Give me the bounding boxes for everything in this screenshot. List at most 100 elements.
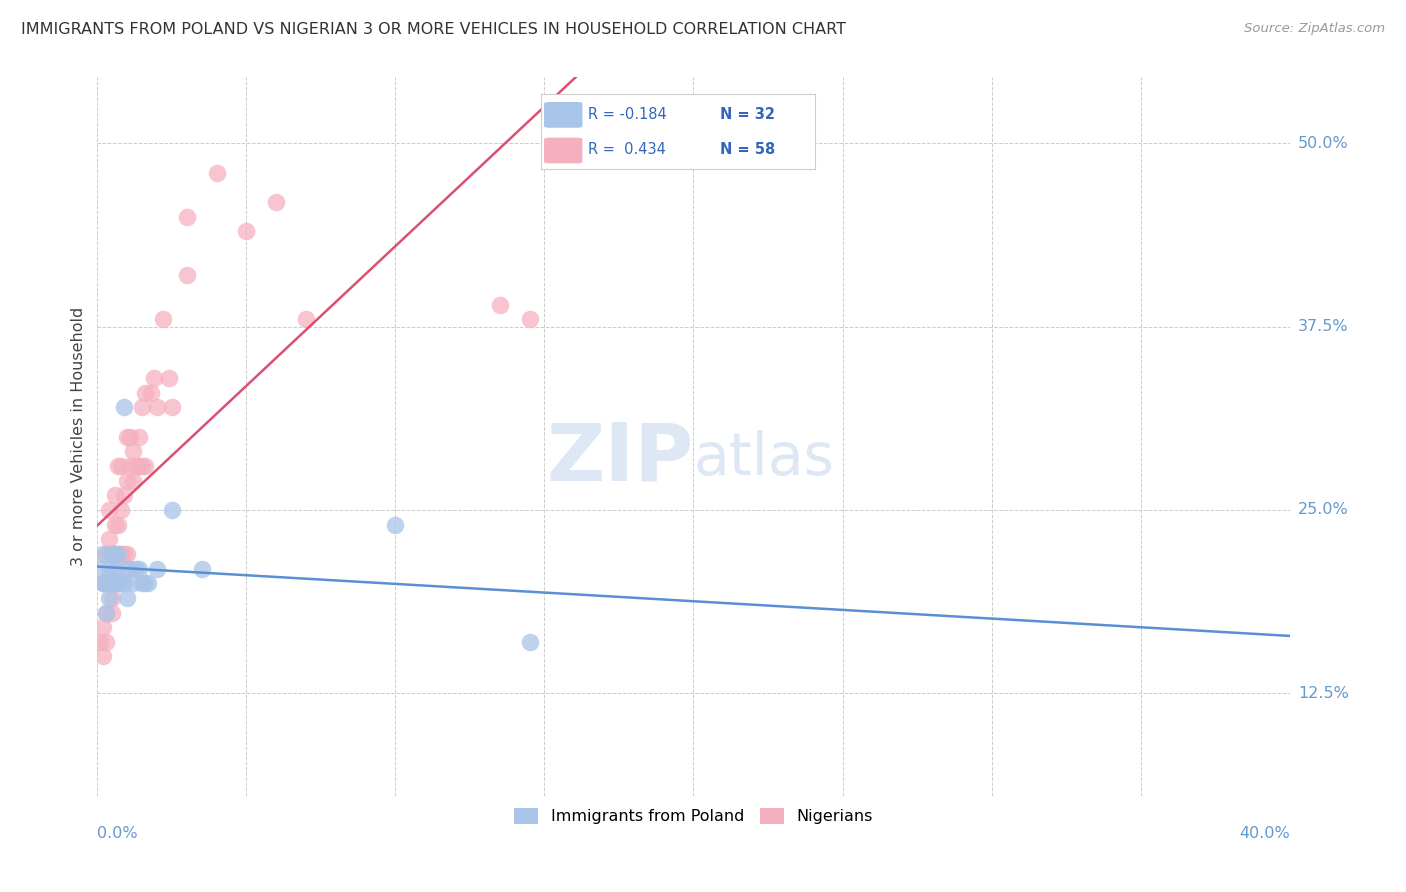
Text: atlas: atlas — [693, 430, 835, 487]
Point — [112, 401, 135, 415]
Point — [112, 488, 135, 502]
Text: 12.5%: 12.5% — [1298, 686, 1348, 700]
Point — [104, 488, 127, 502]
Point — [107, 458, 129, 473]
Point — [110, 503, 132, 517]
Point — [104, 547, 127, 561]
Point — [136, 576, 159, 591]
Point — [112, 576, 135, 591]
Point — [134, 458, 156, 473]
Point — [115, 474, 138, 488]
Point — [122, 576, 145, 591]
Point — [110, 576, 132, 591]
Point — [120, 561, 142, 575]
FancyBboxPatch shape — [544, 102, 582, 128]
Point — [107, 517, 129, 532]
Point — [98, 503, 121, 517]
Point — [128, 429, 150, 443]
Point — [104, 576, 127, 591]
FancyBboxPatch shape — [544, 137, 582, 163]
Point — [122, 444, 145, 458]
Point — [122, 474, 145, 488]
Point — [91, 547, 114, 561]
Point — [104, 517, 127, 532]
Text: ZIP: ZIP — [547, 419, 693, 497]
Text: 25.0%: 25.0% — [1298, 502, 1348, 517]
Point — [128, 561, 150, 575]
Text: 37.5%: 37.5% — [1298, 319, 1348, 334]
Point — [157, 371, 180, 385]
Y-axis label: 3 or more Vehicles in Household: 3 or more Vehicles in Household — [72, 307, 86, 566]
Point — [91, 620, 114, 634]
Point — [89, 561, 111, 575]
Point — [295, 312, 318, 326]
Point — [146, 401, 169, 415]
Point — [101, 576, 124, 591]
Point — [488, 298, 510, 312]
Point — [115, 429, 138, 443]
Text: IMMIGRANTS FROM POLAND VS NIGERIAN 3 OR MORE VEHICLES IN HOUSEHOLD CORRELATION C: IMMIGRANTS FROM POLAND VS NIGERIAN 3 OR … — [21, 22, 846, 37]
Point — [110, 458, 132, 473]
Point — [96, 606, 118, 620]
Point — [98, 561, 121, 575]
Point — [160, 503, 183, 517]
Point — [176, 268, 198, 283]
Point — [519, 635, 541, 649]
Point — [101, 547, 124, 561]
Point — [131, 458, 153, 473]
Point — [235, 224, 257, 238]
Legend: Immigrants from Poland, Nigerians: Immigrants from Poland, Nigerians — [508, 802, 880, 830]
Point — [115, 591, 138, 605]
Point — [128, 458, 150, 473]
Point — [264, 195, 287, 210]
Point — [152, 312, 174, 326]
Point — [190, 561, 212, 575]
Point — [176, 210, 198, 224]
Point — [91, 576, 114, 591]
Text: R =  0.434: R = 0.434 — [588, 142, 666, 156]
Point — [98, 547, 121, 561]
Point — [120, 458, 142, 473]
Point — [131, 576, 153, 591]
Point — [98, 591, 121, 605]
Point — [110, 547, 132, 561]
Point — [115, 547, 138, 561]
Point — [96, 576, 118, 591]
Text: 0.0%: 0.0% — [97, 826, 138, 841]
Text: R = -0.184: R = -0.184 — [588, 107, 666, 122]
Point — [101, 606, 124, 620]
Point — [91, 649, 114, 664]
Point — [91, 576, 114, 591]
Point — [104, 561, 127, 575]
Point — [205, 166, 228, 180]
Point — [519, 312, 541, 326]
Point — [131, 401, 153, 415]
Point — [107, 547, 129, 561]
Point — [101, 576, 124, 591]
Point — [120, 429, 142, 443]
Text: 50.0%: 50.0% — [1298, 136, 1348, 151]
Point — [107, 576, 129, 591]
Point — [143, 371, 166, 385]
Point — [125, 458, 148, 473]
Text: N = 32: N = 32 — [720, 107, 775, 122]
Text: N = 58: N = 58 — [720, 142, 775, 156]
Point — [112, 547, 135, 561]
Point — [96, 547, 118, 561]
Point — [101, 576, 124, 591]
Point — [384, 517, 406, 532]
Point — [89, 635, 111, 649]
Point — [96, 635, 118, 649]
Point — [98, 533, 121, 547]
Point — [98, 576, 121, 591]
Text: 40.0%: 40.0% — [1239, 826, 1289, 841]
Text: Source: ZipAtlas.com: Source: ZipAtlas.com — [1244, 22, 1385, 36]
Point — [139, 385, 162, 400]
Point — [160, 401, 183, 415]
Point — [101, 547, 124, 561]
Point — [107, 576, 129, 591]
Point — [104, 561, 127, 575]
Point — [115, 561, 138, 575]
Point — [98, 576, 121, 591]
Point — [134, 576, 156, 591]
